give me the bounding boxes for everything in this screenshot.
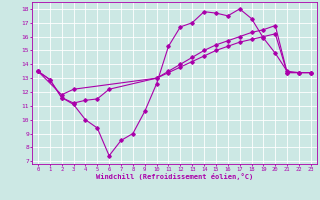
- X-axis label: Windchill (Refroidissement éolien,°C): Windchill (Refroidissement éolien,°C): [96, 173, 253, 180]
